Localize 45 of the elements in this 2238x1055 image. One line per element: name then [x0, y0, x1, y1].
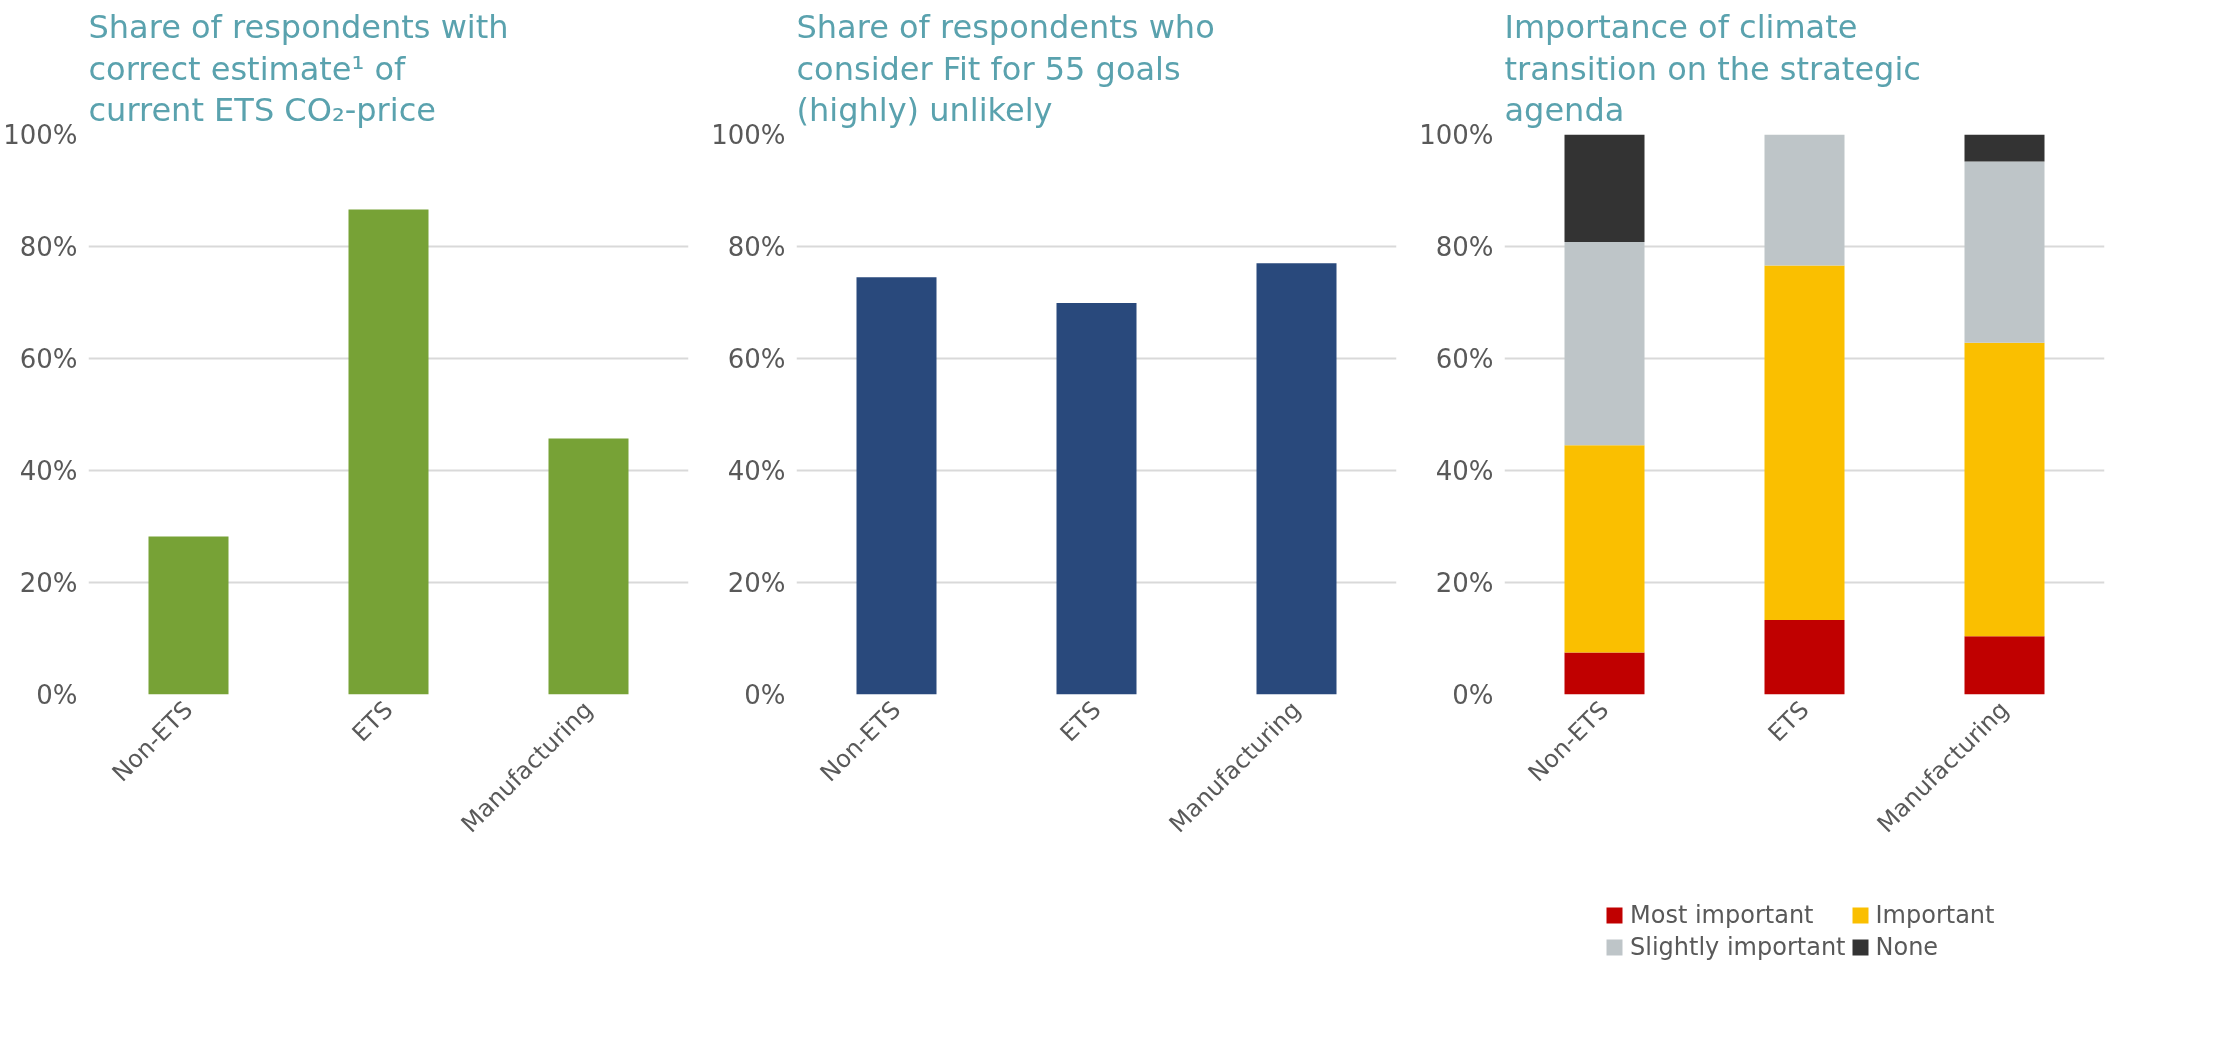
y-tick-label: 40%: [727, 455, 786, 486]
x-tick-label: ETS: [1054, 695, 1107, 748]
y-tick-label: 0%: [36, 679, 78, 710]
y-tick-label: 0%: [744, 679, 786, 710]
y-tick-label: 20%: [1435, 567, 1494, 598]
chart-title: Share of respondents who consider Fit for 55 goals (highly) unlikely: [796, 7, 1215, 130]
y-tick-label: 80%: [19, 231, 78, 262]
bar: [148, 536, 229, 695]
y-tick-label: 0%: [1452, 679, 1494, 710]
bar: [1964, 134, 2045, 162]
chart-title: Importance of climate transition on the strategic agenda: [1504, 7, 1921, 130]
y-tick-label: 100%: [711, 119, 786, 150]
y-tick-label: 60%: [19, 343, 78, 374]
bar: [856, 277, 937, 695]
x-tick-label: ETS: [1762, 695, 1815, 748]
bar: [1764, 134, 1845, 266]
y-tick-label: 60%: [727, 343, 786, 374]
x-tick-label: ETS: [346, 695, 399, 748]
y-tick-label: 40%: [19, 455, 78, 486]
y-tick-label: 80%: [1435, 231, 1494, 262]
bar: [1964, 342, 2045, 637]
bar: [348, 209, 429, 695]
bar: [1564, 445, 1645, 653]
bar: [1964, 636, 2045, 695]
bar: [1056, 303, 1137, 695]
bar: [1564, 242, 1645, 446]
y-tick-label: 60%: [1435, 343, 1494, 374]
legend-label: Important: [1875, 901, 1995, 929]
y-tick-label: 20%: [727, 567, 786, 598]
bar: [1764, 620, 1845, 695]
bar: [1564, 652, 1645, 695]
y-tick-label: 100%: [3, 119, 78, 150]
bar: [1764, 265, 1845, 621]
chart-title: Share of respondents with correct estimate¹ of current ETS CO₂-price: [88, 7, 509, 130]
y-tick-label: 80%: [727, 231, 786, 262]
bar: [548, 438, 629, 695]
y-tick-label: 40%: [1435, 455, 1494, 486]
bar: [1564, 134, 1645, 243]
bar: [1964, 161, 2045, 343]
bar: [1256, 263, 1337, 695]
legend-label: Slightly important: [1630, 933, 1846, 961]
y-tick-label: 100%: [1419, 119, 1494, 150]
y-tick-label: 20%: [19, 567, 78, 598]
legend-label: None: [1875, 933, 1939, 961]
legend-label: Most important: [1630, 901, 1814, 929]
